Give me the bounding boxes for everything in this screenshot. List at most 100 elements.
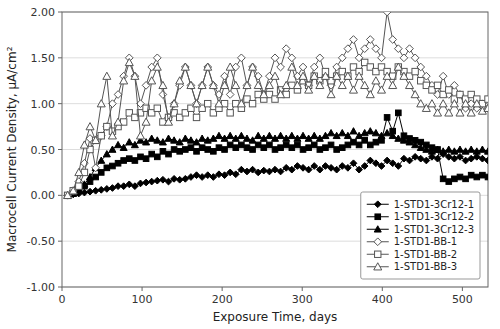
tick-label: 0.00: [31, 189, 56, 202]
point: [187, 81, 195, 88]
point: [288, 63, 296, 70]
point: [468, 172, 474, 178]
tick-label: 300: [292, 293, 313, 306]
point: [456, 146, 463, 152]
point: [170, 100, 178, 107]
point: [153, 63, 161, 70]
point: [103, 72, 111, 79]
point: [143, 139, 150, 145]
point: [110, 163, 116, 169]
tick-label: -1.00: [27, 281, 55, 294]
point: [215, 100, 223, 107]
point: [361, 81, 369, 88]
point: [338, 81, 346, 88]
point: [389, 36, 397, 44]
point: [188, 145, 194, 151]
point: [126, 156, 132, 162]
x-axis-label: Exposure Time, days: [213, 310, 338, 324]
point: [142, 118, 150, 125]
point: [411, 91, 419, 98]
point: [97, 100, 105, 107]
point: [204, 63, 212, 70]
point: [305, 166, 312, 173]
point: [423, 146, 430, 152]
tick-label: 2.00: [31, 6, 56, 19]
point: [299, 63, 307, 71]
point: [277, 168, 284, 175]
point: [395, 163, 402, 170]
point: [226, 91, 234, 99]
point: [93, 174, 99, 180]
point: [349, 86, 357, 93]
point: [176, 77, 184, 84]
point: [411, 54, 419, 62]
point: [222, 147, 228, 153]
point: [260, 91, 268, 98]
point: [344, 45, 352, 53]
tick-label: 1.50: [31, 52, 56, 65]
point: [446, 179, 452, 185]
tick-mark: [58, 195, 62, 196]
point: [339, 130, 346, 136]
point: [435, 147, 441, 153]
point: [328, 142, 334, 148]
point: [76, 183, 82, 189]
point: [310, 63, 318, 71]
point: [445, 109, 453, 116]
tick-mark: [382, 287, 383, 291]
point: [277, 132, 284, 138]
legend-marker: [374, 238, 382, 246]
point: [317, 147, 323, 153]
point: [339, 145, 345, 151]
legend-marker: [374, 226, 381, 232]
point: [104, 165, 110, 171]
series-line: [68, 154, 488, 195]
legend-label: 1-STD1-3Cr12-1: [394, 199, 474, 210]
point: [238, 54, 246, 62]
point: [277, 91, 285, 98]
point: [227, 132, 234, 138]
point: [288, 166, 295, 173]
point: [395, 64, 401, 70]
point: [267, 142, 273, 148]
point: [394, 63, 402, 70]
point: [125, 58, 133, 65]
point: [211, 149, 217, 155]
series: [64, 59, 488, 198]
legend-label: 1-STD1-BB-3: [394, 261, 457, 272]
point: [328, 130, 335, 136]
point: [311, 163, 318, 170]
point: [440, 176, 446, 182]
series: [64, 128, 488, 198]
point: [389, 81, 397, 88]
point: [310, 72, 318, 79]
point: [114, 91, 122, 99]
point: [165, 135, 172, 141]
point: [467, 109, 475, 116]
point: [260, 167, 267, 174]
tick-mark: [58, 12, 62, 13]
point: [344, 72, 352, 79]
point: [239, 142, 245, 148]
point: [193, 100, 201, 108]
point: [199, 135, 206, 141]
point: [462, 100, 470, 107]
point: [227, 110, 233, 116]
tick-label: 200: [212, 293, 233, 306]
tick-mark: [58, 241, 62, 242]
point: [383, 12, 391, 16]
point: [187, 81, 195, 89]
point: [289, 145, 295, 151]
point: [115, 160, 121, 166]
point: [249, 63, 257, 71]
point: [355, 72, 363, 79]
point: [428, 100, 436, 107]
point: [154, 105, 160, 111]
point: [233, 145, 239, 151]
point: [356, 142, 362, 148]
point: [199, 145, 205, 151]
point: [479, 146, 486, 152]
point: [193, 139, 200, 145]
point: [166, 151, 172, 157]
point: [121, 158, 127, 164]
